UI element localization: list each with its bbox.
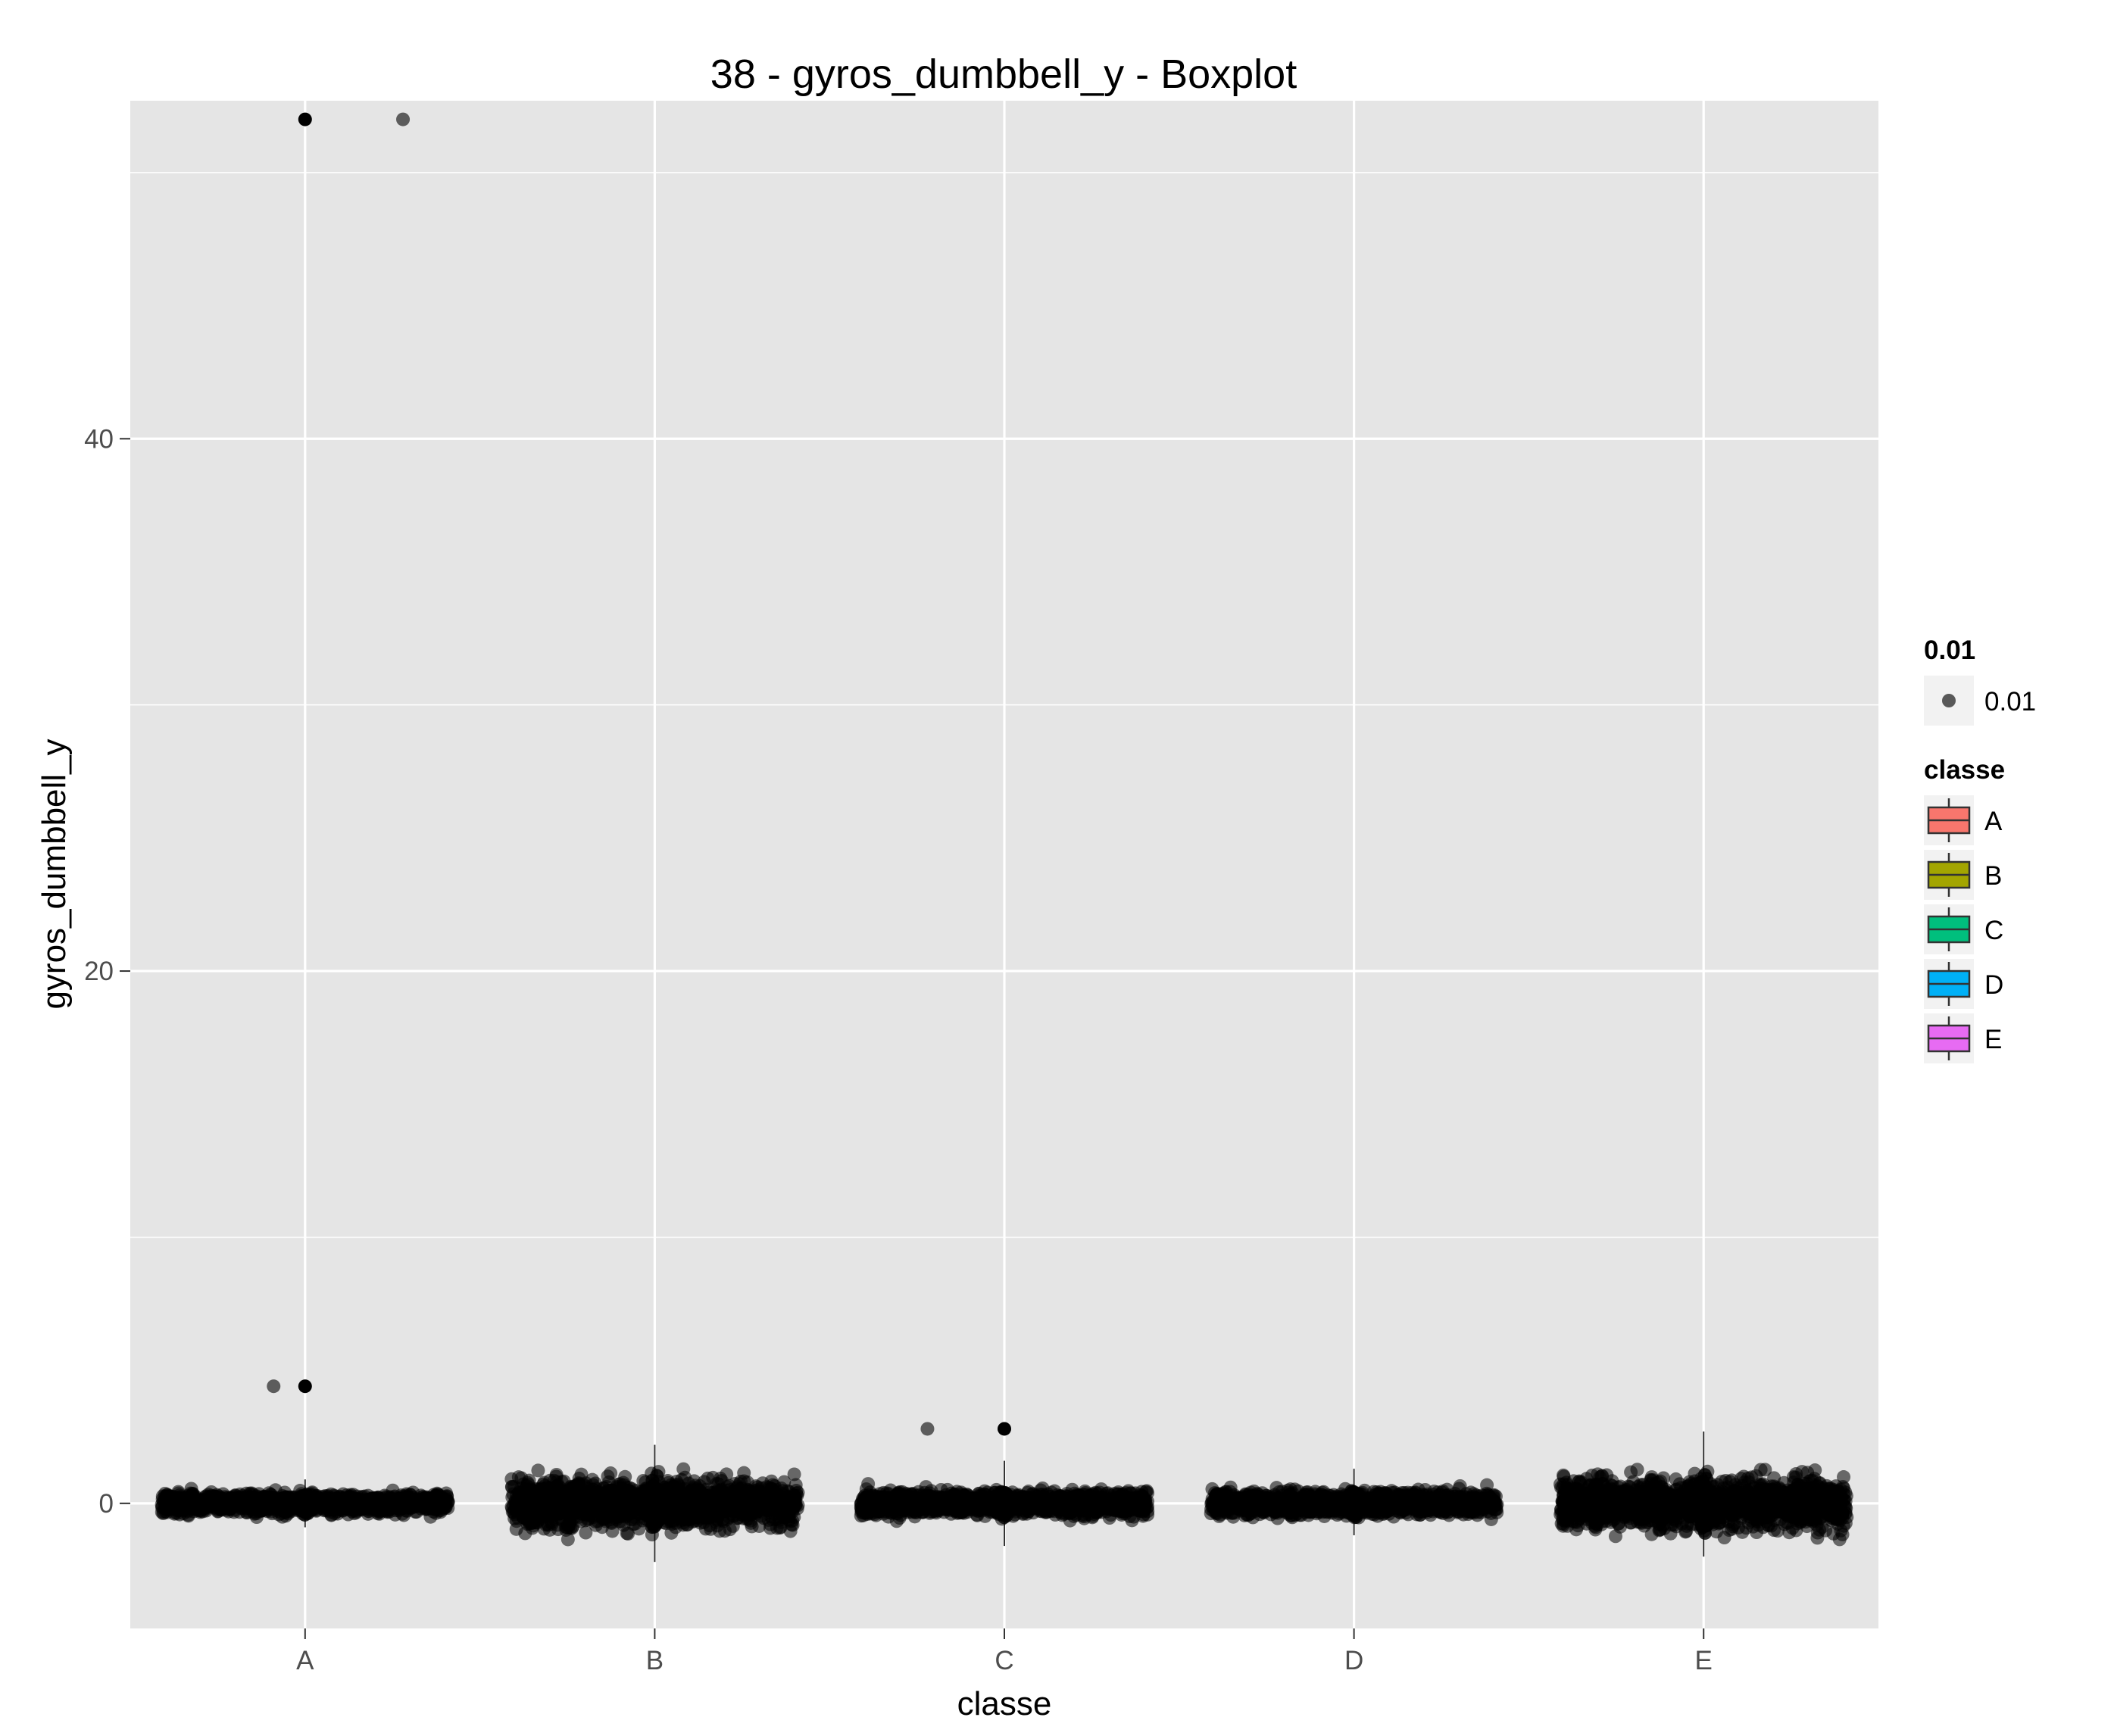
- jitter-point: [1111, 1503, 1125, 1516]
- jitter-point: [773, 1513, 786, 1527]
- jitter-point: [648, 1491, 661, 1504]
- jitter-point: [704, 1522, 717, 1536]
- jitter-point: [394, 1492, 407, 1506]
- jitter-point: [442, 1495, 455, 1509]
- jitter-point: [1013, 1501, 1026, 1515]
- jitter-point: [692, 1496, 705, 1510]
- jitter-point: [936, 1494, 950, 1507]
- jitter-point: [871, 1505, 885, 1519]
- jitter-point: [787, 1496, 801, 1510]
- jitter-point: [735, 1498, 749, 1512]
- jitter-point: [970, 1508, 984, 1522]
- jitter-point: [355, 1490, 369, 1503]
- chart-title: 38 - gyros_dumbbell_y - Boxplot: [710, 52, 1297, 97]
- jitter-point: [952, 1506, 966, 1519]
- jitter-point: [1128, 1495, 1141, 1509]
- jitter-point: [773, 1490, 786, 1503]
- jitter-point: [216, 1496, 230, 1510]
- jitter-point: [701, 1507, 715, 1521]
- jitter-point: [867, 1489, 880, 1503]
- jitter-point: [539, 1482, 552, 1496]
- jitter-point: [978, 1485, 991, 1498]
- jitter-point: [673, 1484, 687, 1497]
- jitter-point: [670, 1506, 684, 1519]
- jitter-point: [1069, 1500, 1082, 1513]
- jitter-point: [854, 1500, 868, 1514]
- jitter-point: [1026, 1495, 1039, 1509]
- jitter-point: [429, 1507, 443, 1520]
- jitter-point: [613, 1482, 626, 1495]
- jitter-point: [361, 1507, 375, 1521]
- jitter-point: [531, 1507, 545, 1521]
- jitter-point: [910, 1494, 923, 1508]
- jitter-point: [754, 1503, 768, 1516]
- jitter-point: [784, 1525, 798, 1538]
- jitter-point: [650, 1469, 664, 1482]
- jitter-point: [632, 1522, 646, 1535]
- jitter-point: [720, 1484, 733, 1497]
- jitter-point: [996, 1495, 1010, 1509]
- jitter-point: [167, 1494, 180, 1507]
- jitter-point: [1093, 1486, 1107, 1500]
- jitter-point: [625, 1488, 639, 1502]
- jitter-point: [373, 1497, 387, 1510]
- jitter-point: [249, 1505, 263, 1519]
- jitter-point: [897, 1497, 910, 1510]
- jitter-point: [327, 1497, 341, 1511]
- jitter-point: [615, 1507, 629, 1520]
- jitter-point: [601, 1469, 614, 1483]
- jitter-point: [558, 1495, 572, 1509]
- jitter-point: [1048, 1504, 1061, 1518]
- jitter-point: [199, 1489, 213, 1503]
- jitter-point: [176, 1503, 190, 1517]
- jitter-point: [754, 1486, 767, 1500]
- jitter-point: [651, 1503, 664, 1517]
- jitter-point: [300, 1502, 314, 1516]
- jitter-point: [592, 1497, 605, 1511]
- jitter-point: [604, 1516, 618, 1529]
- jitter-point: [954, 1494, 968, 1508]
- jitter-point: [715, 1513, 729, 1527]
- jitter-point: [1043, 1490, 1057, 1503]
- jitter-point: [559, 1520, 573, 1534]
- jitter-point: [922, 1491, 935, 1504]
- jitter-point: [516, 1488, 529, 1501]
- jitter-point: [676, 1463, 690, 1476]
